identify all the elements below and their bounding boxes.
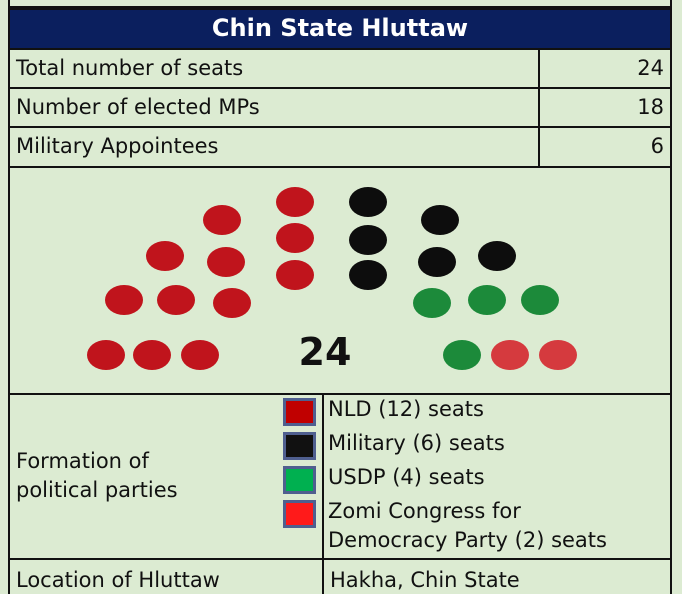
usdp-seats bbox=[413, 285, 559, 370]
row-label: Number of elected MPs bbox=[16, 95, 260, 119]
location-value-cell: Hakha, Chin State bbox=[322, 558, 672, 594]
legend-swatch bbox=[283, 398, 316, 426]
location-value: Hakha, Chin State bbox=[330, 568, 520, 592]
row-value: 6 bbox=[650, 134, 664, 158]
header-bar: Chin State Hluttaw bbox=[8, 8, 672, 50]
legend-swatch bbox=[283, 466, 316, 494]
zomi-seats bbox=[491, 340, 577, 370]
military-seats bbox=[349, 187, 516, 290]
header-title: Chin State Hluttaw bbox=[211, 14, 469, 42]
legend-label: Zomi Congress for Democracy Party (2) se… bbox=[328, 499, 607, 552]
previous-table-edge bbox=[8, 0, 672, 8]
parties-label: Formation of political parties bbox=[16, 449, 178, 502]
parties-label-cell: Formation of political parties bbox=[8, 393, 324, 560]
row-value: 18 bbox=[637, 95, 664, 119]
legend-label: NLD (12) seats bbox=[328, 397, 484, 421]
legend-label: Military (6) seats bbox=[328, 431, 505, 455]
legend-swatch bbox=[283, 432, 316, 460]
row-label: Total number of seats bbox=[16, 56, 244, 80]
row-value-cell: 18 bbox=[538, 87, 672, 128]
row-label: Military Appointees bbox=[16, 134, 219, 158]
location-label: Location of Hluttaw bbox=[16, 568, 220, 592]
row-value: 24 bbox=[637, 56, 664, 80]
seat-total: 24 bbox=[299, 330, 352, 374]
legend-label: USDP (4) seats bbox=[328, 465, 485, 489]
legend-swatch bbox=[283, 500, 316, 528]
location-label-cell: Location of Hluttaw bbox=[8, 558, 324, 594]
nld-seats bbox=[87, 187, 314, 370]
